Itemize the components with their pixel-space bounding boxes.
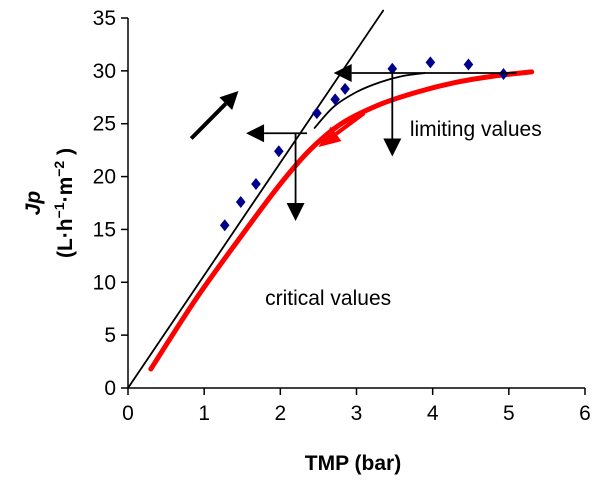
reference-lines — [127, 9, 385, 389]
x-tick-label: 6 — [579, 402, 591, 425]
upward-diagonal-arrow-head — [219, 90, 239, 111]
x-tick-label: 0 — [122, 402, 134, 425]
red-curve-arrow-shaft — [334, 111, 366, 136]
series-lines — [148, 69, 535, 372]
x-tick-label: 4 — [427, 402, 439, 425]
data-point — [274, 145, 284, 158]
red-curve-arrow-head — [318, 126, 342, 147]
data-point — [340, 82, 350, 95]
x-tick-label: 1 — [198, 402, 210, 425]
y-unit-part-2: ·m — [54, 177, 77, 203]
y-axis-title-line1: Jp — [22, 191, 45, 216]
data-point — [312, 107, 322, 120]
data-point — [330, 93, 340, 106]
straight-line — [127, 9, 385, 389]
y-unit-exp-2: −2 — [51, 161, 67, 177]
upward-diagonal-arrow-shaft — [189, 102, 228, 140]
annotation-limiting-values: limiting values — [410, 118, 542, 141]
data-markers — [219, 56, 509, 232]
left-arrow-upper-head — [333, 63, 352, 82]
y-tick-label: 20 — [93, 166, 116, 189]
y-axis-title-line2: (L·h−1·m−2 ) — [51, 148, 77, 258]
limiting-curve — [313, 72, 426, 129]
x-tick-label: 2 — [274, 402, 286, 425]
annotation-arrows — [189, 63, 517, 221]
y-tick-label: 35 — [93, 7, 116, 30]
data-point — [251, 177, 261, 190]
y-tick-label: 25 — [93, 113, 116, 136]
data-point — [387, 62, 398, 75]
critical-curve — [148, 69, 535, 372]
y-tick-label: 0 — [104, 377, 116, 400]
y-tick-label: 15 — [93, 218, 116, 241]
axes — [121, 17, 586, 395]
x-tick-labels: 0 1 2 3 4 5 6 — [122, 402, 591, 425]
data-point — [219, 219, 230, 232]
y-ticks — [121, 17, 128, 389]
left-arrow-lower-head — [246, 124, 265, 143]
y-tick-label: 10 — [93, 271, 116, 294]
x-tick-label: 3 — [351, 402, 363, 425]
x-tick-label: 5 — [503, 402, 515, 425]
down-arrow-lower-head — [286, 202, 305, 221]
data-point — [463, 58, 474, 71]
y-unit-part-3: ) — [54, 148, 77, 161]
y-unit-part-1: (L·h — [54, 218, 77, 258]
data-point — [498, 68, 509, 81]
x-axis-title: TMP (bar) — [305, 452, 401, 475]
y-tick-labels: 0 5 10 15 20 25 30 35 — [93, 7, 116, 400]
y-tick-label: 5 — [104, 324, 116, 347]
x-ticks — [127, 388, 586, 395]
annotation-critical-values: critical values — [265, 287, 391, 310]
y-tick-label: 30 — [93, 60, 116, 83]
y-unit-exp-1: −1 — [51, 202, 67, 218]
down-arrow-upper-head — [383, 138, 402, 157]
data-point — [235, 195, 246, 208]
data-point — [425, 56, 436, 69]
